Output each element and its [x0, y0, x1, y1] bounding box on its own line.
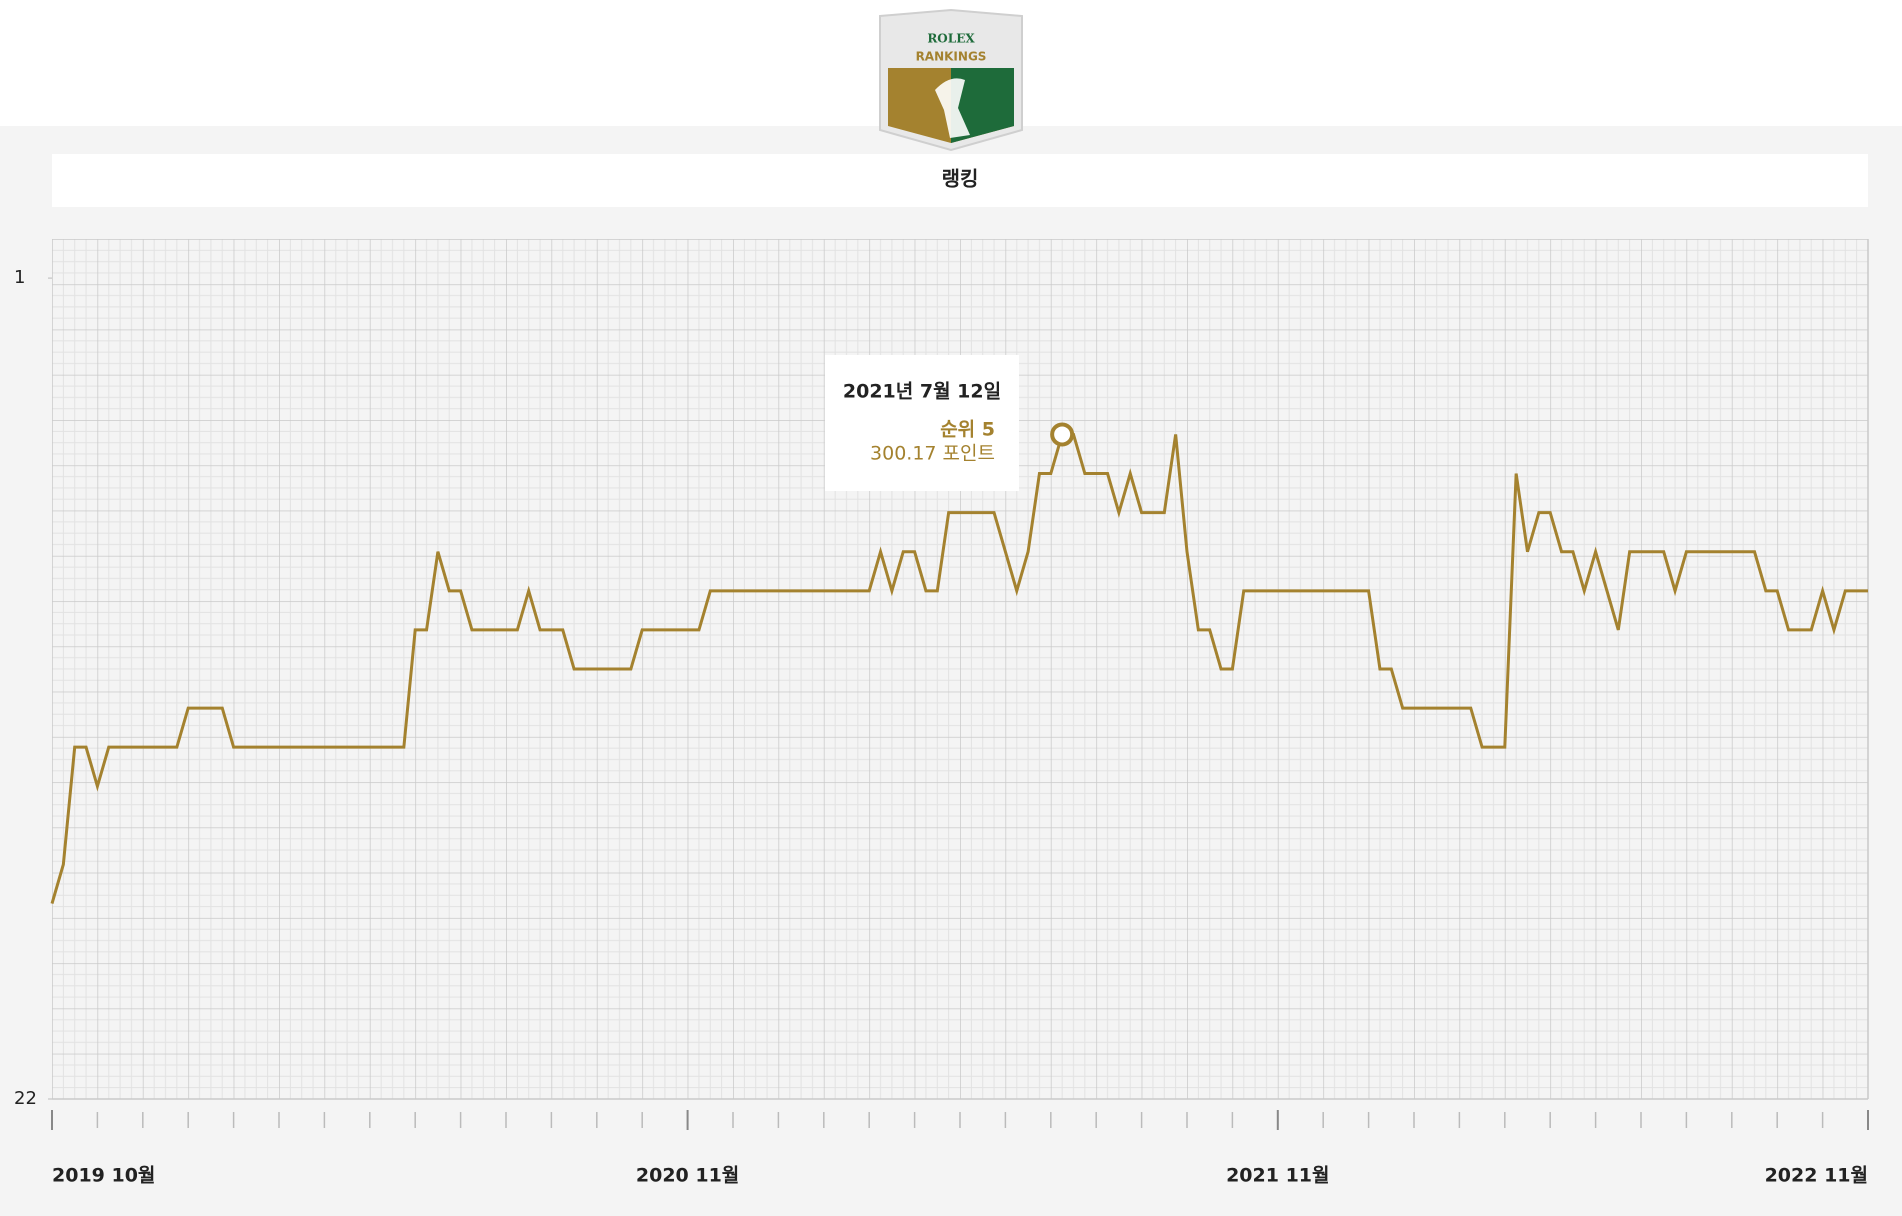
chart-title: 랭킹 [942, 167, 979, 191]
title-bar [52, 154, 1868, 207]
y-tick-label: 22 [14, 1088, 37, 1109]
tooltip-points: 300.17 포인트 [870, 443, 995, 465]
x-tick-label: 2022 11월 [1765, 1165, 1868, 1187]
tooltip-box [825, 355, 1019, 491]
x-tick-label: 2019 10월 [52, 1165, 155, 1187]
tooltip: 2021년 7월 12일 순위 5 300.17 포인트 [825, 355, 1019, 491]
x-minor-ticks [51, 1112, 1869, 1128]
tooltip-rank: 순위 5 [940, 419, 995, 441]
y-tick-label: 1 [14, 267, 25, 288]
tooltip-date: 2021년 7월 12일 [843, 381, 1001, 403]
logo-brand: ROLEX [927, 32, 975, 46]
x-tick-label: 2020 11월 [636, 1165, 739, 1187]
x-tick-label: 2021 11월 [1226, 1165, 1329, 1187]
logo[interactable]: ROLEX RANKINGS [879, 8, 1023, 152]
hover-point [1050, 422, 1075, 447]
logo-name: RANKINGS [916, 50, 987, 64]
rank-line [50, 432, 1868, 904]
